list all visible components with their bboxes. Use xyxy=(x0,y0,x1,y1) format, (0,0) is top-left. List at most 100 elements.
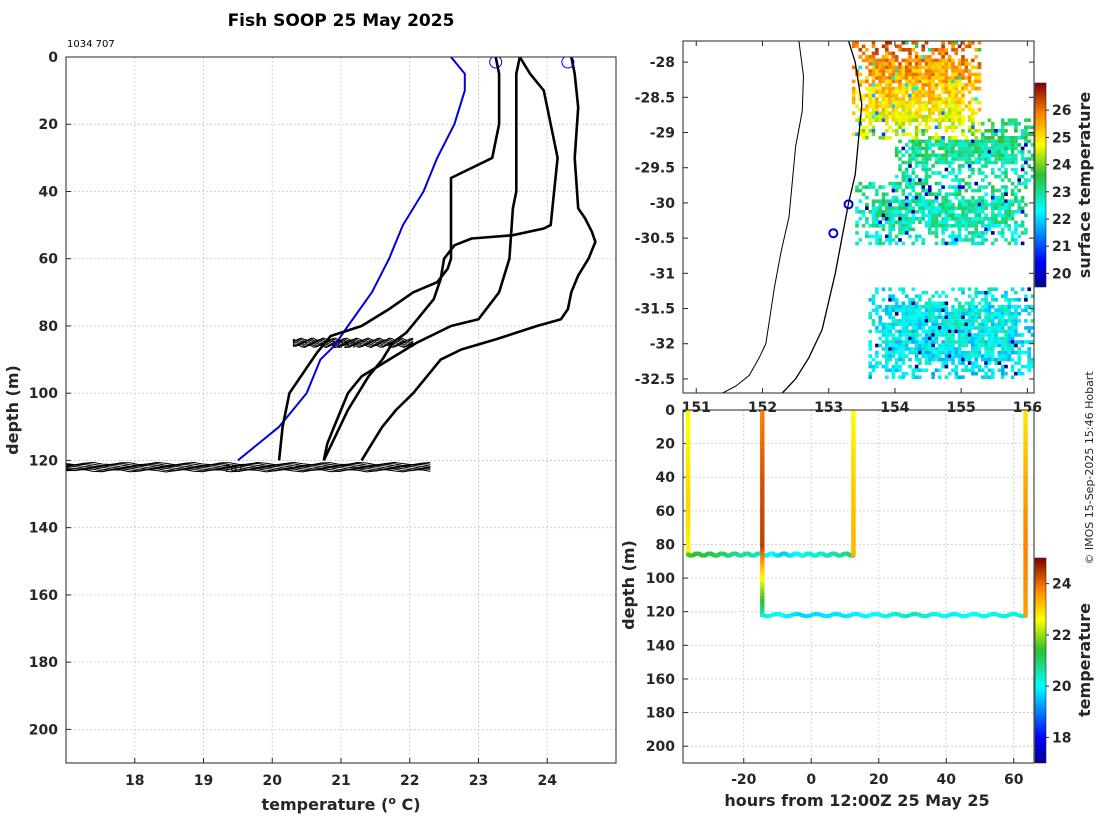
sst-cell xyxy=(871,55,876,59)
sst-cell xyxy=(944,97,949,101)
sst-cell xyxy=(1024,129,1028,133)
sst-cell xyxy=(891,188,896,193)
track-grid xyxy=(683,409,1034,763)
fish-1034-ascent-point xyxy=(851,461,856,466)
fish-707-descent-point xyxy=(760,531,765,536)
map-x-tick-label: 152 xyxy=(748,400,777,416)
sst-cell xyxy=(891,111,896,115)
sst-cell xyxy=(1017,143,1021,147)
sst-cell xyxy=(934,97,939,101)
sst-cell xyxy=(991,305,995,309)
sst-cell xyxy=(1004,129,1008,133)
sst-cell xyxy=(1014,322,1018,327)
sst-cell xyxy=(868,129,872,133)
sst-cell xyxy=(974,139,978,144)
fish-707-transect-point xyxy=(767,614,771,619)
sst-cell xyxy=(904,171,909,175)
sst-cell xyxy=(1027,312,1031,316)
sst-cell xyxy=(894,93,899,98)
sst-cell xyxy=(974,111,978,115)
sst-cell xyxy=(977,354,982,358)
sst-cell xyxy=(921,350,925,355)
sst-cell xyxy=(991,322,995,327)
sst-cell xyxy=(885,97,889,101)
sst-cell xyxy=(891,97,896,101)
sst-cell xyxy=(957,150,962,154)
sst-cell xyxy=(934,354,939,358)
fish-707-transect-point xyxy=(896,612,901,617)
sst-cell xyxy=(924,333,929,337)
sst-cell xyxy=(938,72,942,77)
sst-cell xyxy=(1004,206,1008,210)
fish-707-transect-point xyxy=(769,613,773,618)
fish-707-transect-point xyxy=(955,612,960,617)
sst-cell xyxy=(914,305,919,309)
sst-cell xyxy=(977,160,982,165)
sst-cell xyxy=(881,100,886,105)
sst-cell xyxy=(908,104,912,108)
sst-cell xyxy=(1007,301,1012,306)
sst-cell xyxy=(914,129,919,133)
sst-cell xyxy=(974,347,978,351)
sst-cell xyxy=(934,136,939,140)
sst-cell xyxy=(931,354,935,358)
sst-cell xyxy=(928,58,932,63)
sst-cell xyxy=(891,315,896,320)
sst-cell xyxy=(941,62,945,66)
sst-cell xyxy=(931,76,935,80)
sst-cell xyxy=(967,104,972,108)
sst-cell xyxy=(934,217,939,221)
fish-1034-descent-point xyxy=(685,473,691,478)
sst-cell xyxy=(885,361,889,365)
sst-map: -28-28.5-29-29.5-30-30.5-31-31.5-32-32.5… xyxy=(635,40,1094,416)
fish-707-transect-point xyxy=(1014,612,1019,617)
sst-cell xyxy=(957,167,962,172)
sst-cell xyxy=(891,185,896,189)
sst-cell xyxy=(875,234,879,239)
sst-cell xyxy=(984,354,988,358)
sst-cell xyxy=(1010,192,1015,196)
sst-cell xyxy=(921,129,925,133)
sst-cell xyxy=(924,83,929,87)
sst-cell xyxy=(931,104,935,108)
sst-cell xyxy=(885,308,889,313)
sst-cell xyxy=(885,343,889,348)
sst-cell xyxy=(961,202,965,207)
sst-cell xyxy=(1010,146,1015,151)
sst-cell xyxy=(991,336,995,341)
fish-1034-ascent-point xyxy=(851,480,856,485)
fish-1034-descent-point xyxy=(685,432,691,437)
sst-cell xyxy=(947,192,952,196)
map-y-tick-label: -31.5 xyxy=(635,302,675,318)
sst-cell xyxy=(1000,213,1005,218)
sst-cell xyxy=(1030,364,1034,369)
sst-cell xyxy=(941,224,945,228)
sst-cell xyxy=(1024,185,1028,189)
sst-cell xyxy=(1027,361,1031,365)
sst-cell xyxy=(921,319,925,323)
fish-707-descent-point xyxy=(760,527,765,532)
fish-1034-ascent-point xyxy=(851,501,856,506)
sst-cell xyxy=(898,157,902,161)
sst-cell xyxy=(875,364,879,369)
sst-cell xyxy=(1004,312,1008,316)
sst-cell xyxy=(924,192,929,196)
fish-1034-descent-point xyxy=(685,448,691,453)
sst-cell xyxy=(981,217,985,221)
sst-cell xyxy=(1000,143,1005,147)
sst-cell xyxy=(1030,143,1034,147)
sst-cell xyxy=(868,312,872,316)
sst-cell xyxy=(1007,210,1012,214)
sst-cell xyxy=(904,118,909,122)
sst-cell xyxy=(914,111,919,115)
fish-707-transect-point xyxy=(824,614,828,619)
sst-cell xyxy=(908,160,912,165)
sst-cell xyxy=(934,308,939,313)
sst-cell xyxy=(898,354,902,358)
sst-cell xyxy=(967,217,972,221)
sst-cell xyxy=(894,153,899,158)
sst-cell xyxy=(901,371,906,376)
sst-cell xyxy=(1017,174,1021,179)
sst-cell xyxy=(984,227,988,232)
sst-cell xyxy=(871,301,876,306)
